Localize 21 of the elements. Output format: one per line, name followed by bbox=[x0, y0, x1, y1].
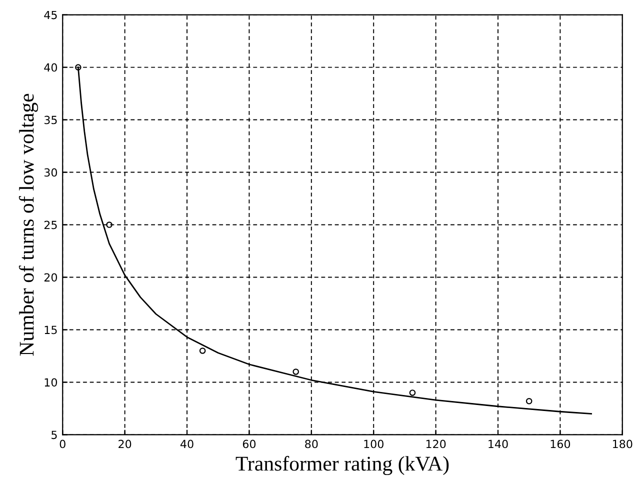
y-axis-title: Number of turns of low voltage bbox=[18, 94, 38, 356]
x-tick-label: 80 bbox=[305, 440, 318, 448]
y-tick-label: 20 bbox=[44, 273, 58, 282]
y-tick-label: 10 bbox=[44, 378, 58, 387]
y-tick-label: 45 bbox=[44, 10, 57, 20]
x-axis-title: Transformer rating (kVA) bbox=[236, 456, 449, 476]
y-tick-label: 25 bbox=[44, 220, 57, 230]
x-tick-label: 0 bbox=[60, 440, 66, 448]
y-tick-label: 35 bbox=[44, 116, 57, 124]
x-tick-label: 100 bbox=[364, 440, 384, 448]
x-tick-label: 40 bbox=[180, 440, 194, 448]
y-tick-label: 40 bbox=[44, 63, 58, 72]
x-tick-label: 180 bbox=[613, 440, 632, 448]
x-tick-label: 20 bbox=[118, 440, 132, 448]
y-tick-label: 30 bbox=[44, 168, 58, 177]
y-tick-label: 15 bbox=[44, 326, 57, 334]
x-tick-label: 140 bbox=[488, 440, 508, 448]
y-tick-label: 5 bbox=[52, 430, 57, 440]
x-tick-label: 60 bbox=[242, 440, 256, 448]
x-tick-label: 120 bbox=[426, 440, 446, 448]
x-tick-label: 160 bbox=[550, 440, 570, 448]
